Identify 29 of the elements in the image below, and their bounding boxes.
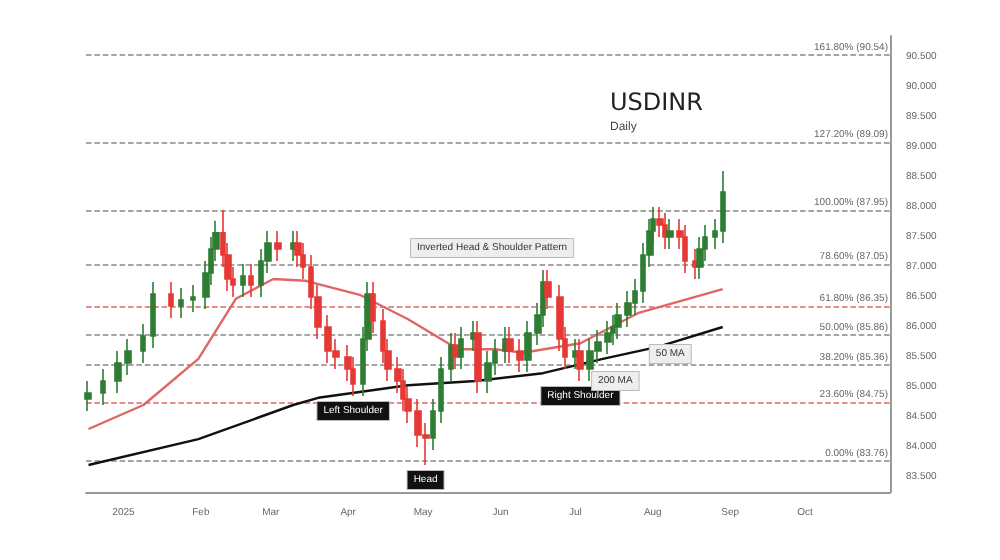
candlestick — [84, 380, 92, 412]
candlestick — [100, 368, 106, 406]
candlestick — [178, 287, 184, 319]
candlestick — [666, 218, 674, 250]
candlestick — [290, 230, 296, 262]
candlestick — [140, 323, 146, 364]
candlestick — [452, 332, 460, 370]
candlestick — [150, 281, 156, 349]
candlestick — [448, 332, 454, 382]
candlestick — [544, 269, 552, 310]
candlestick — [572, 338, 578, 370]
candlestick — [502, 326, 508, 364]
text: USDINR — [610, 88, 703, 116]
candlestick — [662, 212, 668, 250]
candlestick — [682, 224, 688, 274]
candlestick — [720, 170, 726, 244]
candlestick — [458, 326, 464, 370]
candlestick — [470, 320, 476, 352]
candlestick — [248, 263, 254, 298]
candlestick — [240, 263, 246, 298]
candlestick — [474, 320, 482, 394]
candlestick — [370, 281, 376, 334]
candlestick — [190, 284, 196, 313]
candlestick — [586, 338, 594, 382]
candlestick — [692, 248, 698, 280]
line-series — [87, 325, 724, 467]
candlestick — [576, 338, 584, 382]
candlestick — [274, 230, 282, 262]
candlestick — [168, 281, 174, 319]
